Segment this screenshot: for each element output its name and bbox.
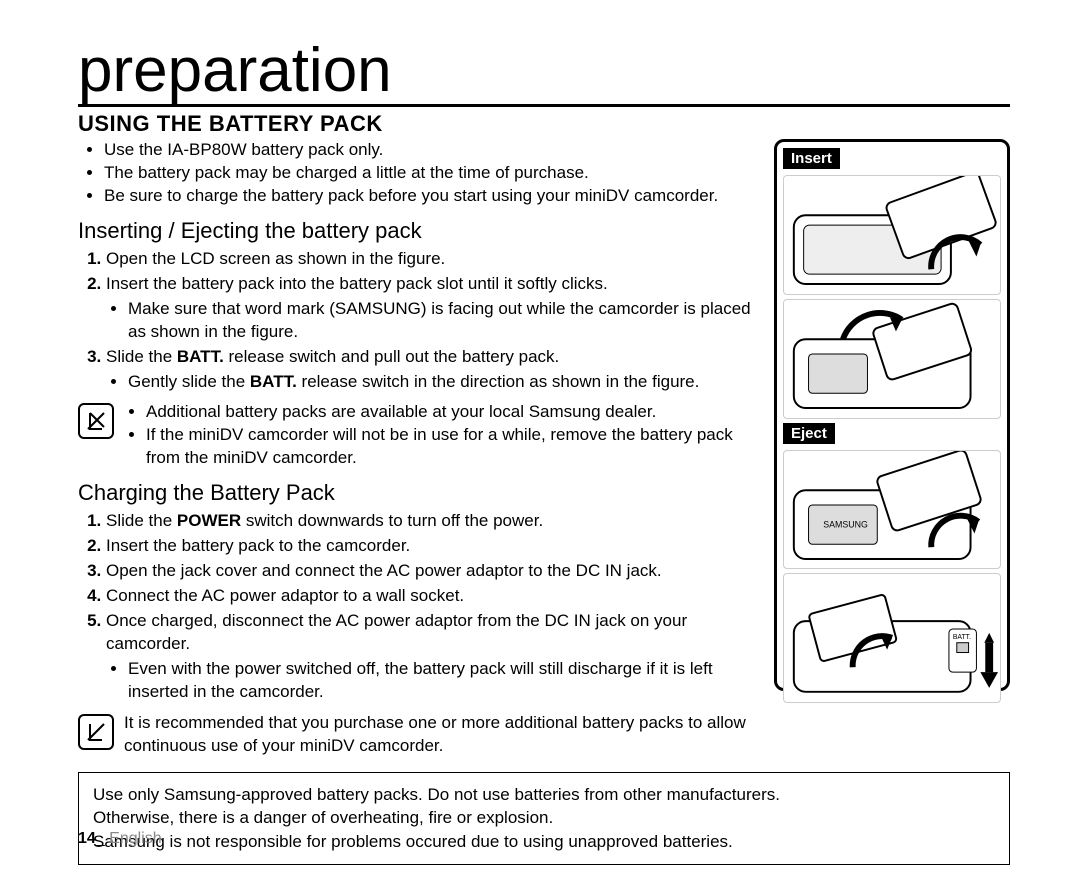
- content-columns: Use the IA-BP80W battery pack only. The …: [78, 139, 1010, 758]
- step-sub-list: Gently slide the BATT. release switch in…: [106, 371, 756, 394]
- warning-box: Use only Samsung-approved battery packs.…: [78, 772, 1010, 865]
- step-text: Insert the battery pack into the battery…: [106, 274, 608, 293]
- step-text-bold: POWER: [177, 511, 241, 530]
- figure-insert-2: [783, 299, 1001, 419]
- figure-insert-1: [783, 175, 1001, 295]
- step-item: Once charged, disconnect the AC power ad…: [106, 610, 756, 704]
- step-text: Open the LCD screen as shown in the figu…: [106, 249, 445, 268]
- svg-text:BATT.: BATT.: [953, 634, 971, 641]
- page-footer: 14_ English: [78, 830, 162, 848]
- step-sub-item: Gently slide the BATT. release switch in…: [128, 371, 756, 394]
- subsection-title: Charging the Battery Pack: [78, 480, 756, 506]
- footer-language: English: [109, 830, 161, 847]
- step-sub-list: Even with the power switched off, the ba…: [106, 658, 756, 704]
- step-text: Slide the BATT. release switch and pull …: [106, 347, 559, 366]
- step-item: Insert the battery pack to the camcorder…: [106, 535, 756, 558]
- intro-bullet-list: Use the IA-BP80W battery pack only. The …: [78, 139, 756, 208]
- section-title: USING THE BATTERY PACK: [78, 111, 1010, 137]
- intro-bullet: The battery pack may be charged a little…: [104, 162, 756, 185]
- page-number: 14: [78, 830, 96, 847]
- insert-eject-steps: Open the LCD screen as shown in the figu…: [78, 248, 756, 394]
- chapter-title: preparation: [78, 40, 1010, 102]
- figure-label-eject: Eject: [783, 423, 835, 444]
- step-item: Slide the BATT. release switch and pull …: [106, 346, 756, 394]
- note-body: Additional battery packs are available a…: [124, 401, 756, 470]
- charging-steps: Slide the POWER switch downwards to turn…: [78, 510, 756, 704]
- figure-eject-1: SAMSUNG: [783, 450, 1001, 570]
- step-text-bold: BATT.: [177, 347, 224, 366]
- step-item: Slide the POWER switch downwards to turn…: [106, 510, 756, 533]
- step-text-pre: Slide the: [106, 511, 177, 530]
- step-sub-list: Make sure that word mark (SAMSUNG) is fa…: [106, 298, 756, 344]
- step-item: Insert the battery pack into the battery…: [106, 273, 756, 344]
- step-item: Open the LCD screen as shown in the figu…: [106, 248, 756, 271]
- step-text: Once charged, disconnect the AC power ad…: [106, 611, 687, 653]
- note-block: Additional battery packs are available a…: [78, 401, 756, 470]
- manual-page: preparation USING THE BATTERY PACK Use t…: [0, 0, 1080, 874]
- subsection-title: Inserting / Ejecting the battery pack: [78, 218, 756, 244]
- note-item: Additional battery packs are available a…: [146, 401, 756, 424]
- figure-label-insert: Insert: [783, 148, 840, 169]
- warning-line: Samsung is not responsible for problems …: [93, 830, 995, 854]
- step-sub-item: Make sure that word mark (SAMSUNG) is fa…: [128, 298, 756, 344]
- note-icon: [78, 714, 114, 750]
- note-item: If the miniDV camcorder will not be in u…: [146, 424, 756, 470]
- step-text-post: switch downwards to turn off the power.: [241, 511, 543, 530]
- note-block: It is recommended that you purchase one …: [78, 712, 756, 758]
- note-body: It is recommended that you purchase one …: [124, 712, 756, 758]
- step-sub-pre: Gently slide the: [128, 372, 250, 391]
- step-sub-post: release switch in the direction as shown…: [297, 372, 700, 391]
- warning-line: Use only Samsung-approved battery packs.…: [93, 783, 995, 807]
- footer-separator: _: [96, 830, 105, 847]
- note-icon: [78, 403, 114, 439]
- svg-text:SAMSUNG: SAMSUNG: [823, 519, 868, 529]
- figure-box: Insert: [774, 139, 1010, 691]
- step-text-post: release switch and pull out the battery …: [224, 347, 559, 366]
- figure-eject-2: BATT.: [783, 573, 1001, 703]
- step-item: Open the jack cover and connect the AC p…: [106, 560, 756, 583]
- warning-line: Otherwise, there is a danger of overheat…: [93, 806, 995, 830]
- intro-bullet: Use the IA-BP80W battery pack only.: [104, 139, 756, 162]
- text-column: Use the IA-BP80W battery pack only. The …: [78, 139, 756, 758]
- step-sub-item: Even with the power switched off, the ba…: [128, 658, 756, 704]
- step-item: Connect the AC power adaptor to a wall s…: [106, 585, 756, 608]
- intro-bullet: Be sure to charge the battery pack befor…: [104, 185, 756, 208]
- step-text-pre: Slide the: [106, 347, 177, 366]
- note-list: Additional battery packs are available a…: [124, 401, 756, 470]
- step-sub-bold: BATT.: [250, 372, 297, 391]
- figure-column: Insert: [774, 139, 1010, 758]
